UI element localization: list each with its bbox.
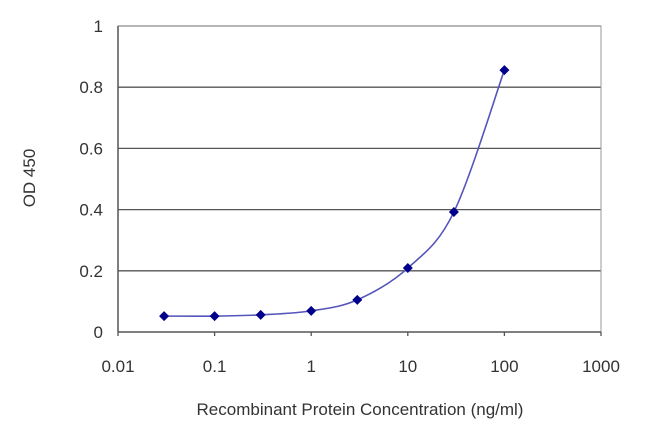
data-line — [164, 69, 506, 317]
x-axis-label: Recombinant Protein Concentration (ng/ml… — [197, 400, 524, 419]
plot-frame — [117, 25, 602, 333]
diamond-marker — [499, 65, 510, 76]
axes — [117, 25, 602, 336]
diamond-marker — [448, 207, 459, 218]
y-tick-label: 0.2 — [79, 262, 103, 281]
x-tick-label: 0.01 — [101, 357, 134, 376]
diamond-marker — [402, 263, 413, 274]
x-tick-label: 100 — [490, 357, 518, 376]
y-tick-labels: 0 0.2 0.4 0.6 0.8 1 — [79, 17, 103, 342]
diamond-marker — [255, 309, 266, 320]
y-tick-label: 0.6 — [79, 139, 103, 158]
y-tick-label: 0.8 — [79, 78, 103, 97]
y-tick-label: 0 — [94, 323, 103, 342]
data-markers — [159, 65, 510, 322]
gridlines — [118, 25, 601, 272]
x-tick-labels: 0.01 0.1 1 10 100 1000 — [101, 357, 619, 376]
diamond-marker — [352, 294, 363, 305]
y-axis-label: OD 450 — [20, 149, 39, 208]
x-tick-label: 10 — [398, 357, 417, 376]
y-tick-label: 1 — [94, 17, 103, 36]
diamond-marker — [159, 311, 170, 322]
diamond-marker — [306, 305, 317, 316]
x-tick-label: 1000 — [582, 357, 620, 376]
x-tick-label: 0.1 — [203, 357, 227, 376]
y-tick-label: 0.4 — [79, 201, 103, 220]
diamond-marker — [209, 311, 220, 322]
x-tick-label: 1 — [306, 357, 315, 376]
